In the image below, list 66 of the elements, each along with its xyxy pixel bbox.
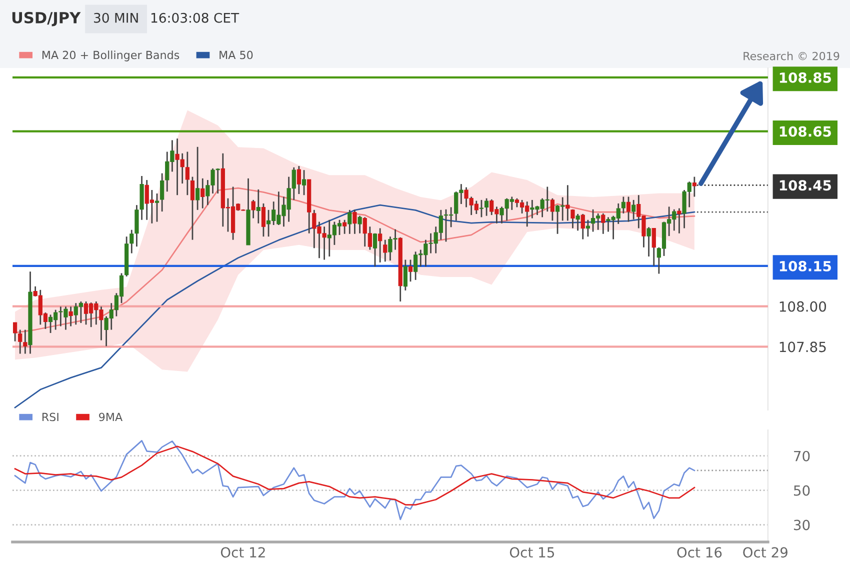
y-tick-label: 70 — [794, 450, 810, 462]
candlestick — [130, 229, 134, 254]
y-tick-label: 108.15 — [780, 260, 831, 272]
line-series — [14, 204, 696, 408]
candlestick — [372, 232, 378, 268]
candlestick — [601, 212, 606, 235]
chart-subtitle: 30 MIN — [94, 12, 138, 23]
y-tick-label: 108.00 — [780, 301, 826, 312]
y-tick-label: 108.45 — [780, 180, 831, 191]
candlestick — [190, 176, 195, 241]
candlestick — [68, 306, 73, 327]
candlestick — [570, 208, 575, 229]
x-tick-label: Oct 29 — [743, 547, 788, 558]
candlestick — [403, 259, 408, 292]
candlestick — [302, 169, 306, 196]
y-tick-label: 50 — [794, 485, 810, 496]
candlestick — [408, 259, 413, 282]
line-series — [14, 187, 696, 334]
candlestick — [626, 196, 631, 222]
candlestick — [261, 202, 266, 238]
x-tick-label: Oct 12 — [220, 547, 265, 558]
x-tick-label: Oct 16 — [677, 547, 722, 558]
candlestick — [18, 329, 22, 354]
candlestick — [378, 228, 382, 264]
candlestick — [479, 199, 484, 218]
candlestick — [256, 188, 260, 224]
y-tick-label: 107.85 — [780, 342, 826, 352]
candlestick — [692, 176, 696, 198]
candlestick — [484, 198, 489, 217]
candlestick — [580, 213, 585, 240]
candlestick — [632, 199, 636, 220]
candlestick — [185, 151, 190, 196]
candlestick — [200, 178, 205, 209]
candlestick — [160, 172, 164, 212]
candlestick — [154, 192, 160, 222]
candlestick — [342, 219, 347, 235]
candlestick — [23, 329, 28, 354]
candlestick — [646, 226, 651, 258]
candlestick — [196, 146, 200, 211]
legend-label: 9MA — [99, 412, 122, 422]
candlestick — [296, 165, 302, 195]
candlestick — [358, 215, 362, 234]
candlestick — [251, 199, 256, 219]
line-series — [14, 440, 696, 520]
candlestick — [566, 184, 570, 222]
text: 16:03:08 CET — [151, 12, 240, 23]
y-tick-label: 108.65 — [780, 126, 831, 137]
y-tick-label: 30 — [794, 520, 810, 530]
candlestick — [12, 322, 18, 342]
y-tick-label: 108.85 — [780, 72, 831, 83]
legend-label: MA 20 + Bollinger Bands — [42, 50, 180, 62]
candlestick — [352, 209, 357, 235]
candlestick — [348, 209, 352, 235]
candlestick — [677, 208, 682, 234]
chart-title: USD/JPY — [12, 12, 81, 26]
x-tick-label: Oct 15 — [510, 547, 554, 558]
legend-label: RSI — [42, 412, 58, 422]
candlestick — [576, 213, 580, 232]
line-series — [14, 446, 696, 506]
candlestick — [550, 198, 555, 222]
text: Research © 2019 — [744, 52, 840, 60]
candlestick — [586, 219, 590, 238]
candlestick — [134, 204, 139, 248]
legend-label: MA 50 — [220, 50, 253, 60]
candlestick — [383, 239, 388, 262]
candlestick — [652, 228, 656, 267]
